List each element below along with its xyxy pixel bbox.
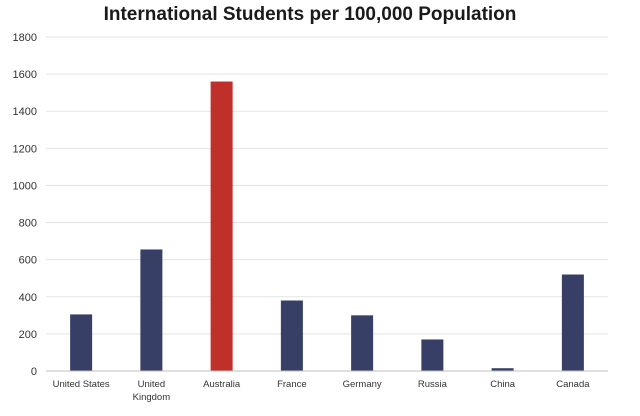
x-category-label: United States: [53, 379, 110, 390]
bar-france: [280, 300, 303, 371]
chart-title: International Students per 100,000 Popul…: [103, 4, 517, 25]
bar-united-kingdom: [140, 249, 163, 371]
bar-china: [491, 368, 514, 371]
bar-united-states: [70, 314, 93, 371]
labels: 0 200 400 600 800 1000 1200 1400 1600 1800 United …: [13, 32, 591, 403]
y-tick-label: 1400: [13, 106, 37, 118]
x-category-label: Germany: [343, 379, 382, 390]
x-category-label: United: [138, 379, 165, 390]
y-tick-label: 600: [19, 255, 37, 267]
bars: [70, 81, 584, 372]
bar-canada: [561, 274, 584, 371]
y-tick-label: 1600: [13, 69, 37, 81]
x-category-label: France: [277, 379, 307, 390]
bar-germany: [351, 315, 374, 371]
x-category-label: Kingdom: [133, 392, 171, 403]
y-tick-label: 0: [31, 366, 37, 378]
gridlines: [46, 36, 608, 335]
y-tick-label: 1800: [13, 32, 37, 44]
bar-australia: [210, 81, 233, 372]
y-tick-label: 400: [19, 292, 37, 304]
x-category-label: Canada: [556, 379, 590, 390]
y-tick-label: 1200: [13, 143, 37, 155]
bar-russia: [421, 339, 444, 371]
y-tick-label: 800: [19, 218, 37, 230]
y-tick-label: 200: [19, 329, 37, 341]
y-tick-label: 1000: [13, 180, 37, 192]
x-category-label: China: [490, 379, 516, 390]
x-category-label: Australia: [203, 379, 241, 390]
x-category-label: Russia: [418, 379, 448, 390]
